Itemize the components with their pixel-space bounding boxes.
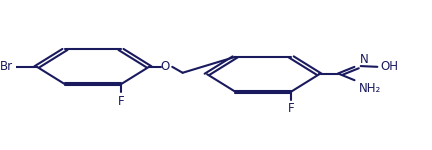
Text: O: O [160, 60, 169, 73]
Text: OH: OH [380, 60, 398, 73]
Text: NH₂: NH₂ [359, 82, 381, 95]
Text: N: N [360, 53, 368, 66]
Text: F: F [118, 95, 124, 108]
Text: Br: Br [0, 60, 13, 73]
Text: F: F [288, 102, 295, 115]
